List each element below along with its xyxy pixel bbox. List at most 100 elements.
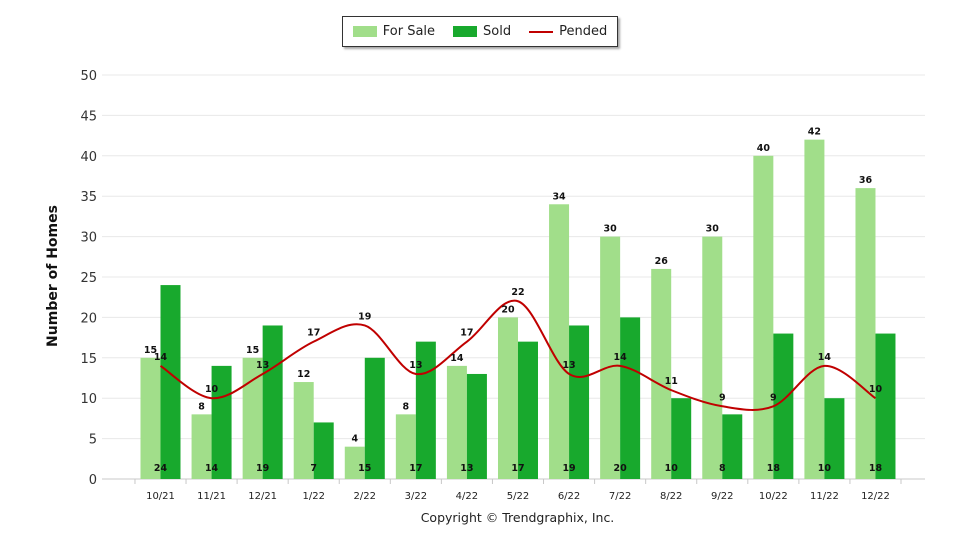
data-label-sold: 18 [767,463,781,474]
bar-sold [875,333,896,479]
data-label-for-sale: 8 [403,401,410,412]
y-tick-label: 45 [80,109,97,124]
data-label-for-sale: 34 [552,191,566,202]
x-tick-label: 11/22 [810,491,839,502]
y-tick-label: 0 [89,473,97,488]
bar-for-sale [804,139,825,479]
x-tick-label: 1/22 [302,491,324,502]
data-label-for-sale: 36 [859,175,873,186]
bar-sold [262,325,283,479]
bar-sold [466,373,487,479]
bar-sold [415,341,436,479]
data-label-for-sale: 26 [655,256,669,267]
data-label-for-sale: 14 [450,353,464,364]
y-tick-label: 15 [80,352,97,367]
bar-for-sale [140,357,161,479]
data-label-for-sale: 30 [604,224,618,235]
y-tick-label: 25 [80,271,97,286]
legend-label-sold: Sold [483,24,512,39]
copyright-text: Copyright © Trendgraphix, Inc. [420,510,615,525]
data-label-sold: 20 [614,463,628,474]
data-label-pended: 13 [562,360,575,371]
data-label-for-sale: 4 [351,434,358,445]
data-label-sold: 14 [205,463,219,474]
x-tick-label: 6/22 [558,491,580,502]
chart-legend: For Sale Sold Pended [342,16,618,47]
x-tick-label: 12/22 [861,491,890,502]
legend-label-for-sale: For Sale [382,24,436,39]
y-tick-label: 50 [80,69,97,84]
data-label-for-sale: 8 [198,401,205,412]
x-tick-label: 10/22 [759,491,788,502]
y-tick-label: 30 [80,231,97,246]
bar-for-sale [497,317,518,479]
data-label-pended: 17 [307,328,320,339]
legend-swatch-for-sale [352,26,377,37]
line-pended [159,299,877,411]
bar-sold [211,365,232,479]
bar-for-sale [702,236,723,479]
data-label-sold: 18 [869,463,883,474]
bar-for-sale [855,188,876,479]
x-tick-label: 12/21 [248,491,277,502]
data-label-pended: 11 [665,376,678,387]
data-label-pended: 14 [818,352,832,363]
data-label-sold: 24 [154,463,168,474]
data-label-sold: 19 [562,463,575,474]
bar-sold [517,341,538,479]
bar-for-sale [395,414,416,479]
data-label-pended: 10 [205,384,219,395]
bar-for-sale [446,365,467,479]
x-tick-label: 7/22 [609,491,631,502]
bar-sold [364,357,385,479]
bar-for-sale [549,204,570,479]
x-tick-label: 3/22 [405,491,427,502]
data-label-sold: 7 [310,463,317,474]
x-tick-label: 2/22 [354,491,376,502]
data-label-for-sale: 15 [246,345,259,356]
bar-sold [671,398,692,479]
x-tick-label: 9/22 [711,491,733,502]
data-label-sold: 19 [256,463,269,474]
x-tick-label: 10/21 [146,491,175,502]
data-label-pended: 10 [869,384,883,395]
data-label-pended: 14 [154,352,168,363]
legend-swatch-pended [529,30,554,33]
bar-sold [824,398,845,479]
data-label-for-sale: 40 [757,143,771,154]
data-label-pended: 14 [614,352,628,363]
data-label-pended: 17 [460,328,473,339]
x-tick-label: 11/21 [197,491,226,502]
bar-sold [722,414,743,479]
data-label-sold: 17 [511,463,524,474]
bar-for-sale [344,446,365,479]
bar-for-sale [293,382,314,479]
x-tick-label: 8/22 [660,491,682,502]
data-label-pended: 9 [770,392,777,403]
data-label-for-sale: 20 [501,304,515,315]
data-label-pended: 13 [409,360,422,371]
y-tick-label: 20 [80,311,97,326]
data-label-pended: 13 [256,360,269,371]
bar-sold [773,333,794,479]
legend-item-for-sale: For Sale [352,24,436,39]
data-label-sold: 17 [409,463,422,474]
data-label-pended: 22 [511,287,524,298]
data-label-for-sale: 30 [706,224,720,235]
bar-for-sale [191,414,212,479]
x-tick-label: 5/22 [507,491,529,502]
bar-sold [620,317,641,479]
data-label-pended: 19 [358,311,371,322]
x-tick-label: 4/22 [456,491,478,502]
bar-for-sale [651,268,672,479]
bar-sold [160,285,181,479]
data-label-sold: 8 [719,463,726,474]
y-tick-label: 35 [80,190,97,205]
data-label-sold: 15 [358,463,371,474]
bar-for-sale [242,357,263,479]
legend-item-pended: Pended [529,24,607,39]
bar-for-sale [753,155,774,480]
y-tick-label: 5 [89,433,97,448]
legend-label-pended: Pended [559,24,608,39]
